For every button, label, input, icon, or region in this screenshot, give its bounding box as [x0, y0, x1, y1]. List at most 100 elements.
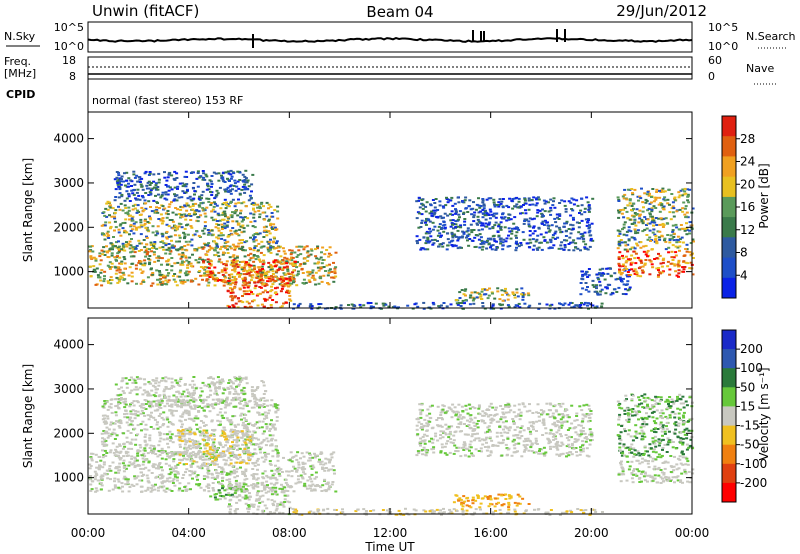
heat-cell [559, 231, 563, 234]
heat-cell [551, 204, 555, 207]
heat-cell [140, 429, 143, 432]
heat-cell [255, 402, 259, 405]
heat-cell [132, 248, 136, 251]
heat-cell [220, 398, 224, 401]
heat-cell [527, 223, 531, 226]
heat-cell [586, 218, 590, 220]
heat-cell [198, 205, 202, 208]
heat-cell [233, 472, 237, 475]
heat-cell [242, 286, 246, 289]
heat-cell [288, 298, 292, 301]
heat-cell [251, 201, 255, 204]
heat-cell [122, 467, 126, 470]
heat-cell [243, 183, 247, 186]
heat-cell [295, 256, 299, 258]
heat-cell [551, 236, 555, 239]
heat-cell [194, 259, 198, 262]
heat-cell [207, 284, 210, 287]
heat-cell [149, 193, 153, 196]
heat-cell [232, 259, 236, 261]
heat-cell [276, 470, 280, 473]
heat-cell [264, 225, 268, 228]
heat-cell [515, 288, 519, 291]
heat-cell [107, 405, 111, 408]
heat-cell [141, 188, 145, 191]
heat-cell [251, 468, 255, 470]
heat-cell [456, 239, 460, 242]
heat-cell [195, 404, 199, 407]
heat-cell [164, 244, 168, 247]
heat-cell [150, 247, 154, 249]
heat-cell [165, 260, 169, 263]
heat-cell [681, 207, 685, 210]
heat-cell [125, 190, 129, 193]
heat-cell [541, 213, 544, 216]
heat-cell [188, 383, 192, 386]
heat-cell [179, 279, 183, 282]
heat-cell [148, 439, 152, 442]
heat-cell [220, 279, 224, 282]
heat-cell [165, 223, 169, 226]
heat-cell [549, 198, 553, 201]
heat-cell [158, 463, 161, 466]
heat-cell [242, 273, 246, 276]
heat-cell [202, 232, 206, 235]
heat-cell [655, 267, 659, 270]
heat-cell [622, 226, 626, 229]
heat-cell [432, 242, 436, 245]
heat-cell [604, 292, 608, 295]
heat-cell [143, 262, 147, 265]
heat-cell [493, 205, 497, 208]
heat-cell [238, 239, 242, 242]
heat-cell [249, 257, 253, 260]
freq-tick-top: 18 [62, 54, 76, 67]
heat-cell [168, 399, 172, 402]
heat-cell [250, 435, 254, 438]
heat-cell [656, 230, 660, 233]
heat-cell [460, 289, 464, 291]
heat-cell [171, 480, 175, 482]
heat-cell [569, 301, 572, 304]
heat-cell [473, 291, 477, 294]
heat-cell [560, 199, 564, 202]
heat-cell [306, 255, 310, 258]
heat-cell [369, 305, 373, 308]
heat-cell [242, 227, 246, 230]
heat-cell [177, 196, 181, 199]
heat-cell [201, 247, 205, 250]
heat-cell [280, 284, 284, 287]
heat-cell [290, 475, 294, 478]
heat-cell [445, 248, 449, 251]
heat-cell [267, 270, 271, 273]
heat-cell [144, 192, 148, 194]
heat-cell [141, 264, 145, 267]
heat-cell [136, 410, 140, 413]
heat-cell [448, 199, 452, 202]
heat-cell [308, 453, 312, 456]
heat-cell [238, 247, 242, 250]
heat-cell [128, 266, 132, 269]
heat-cell [572, 239, 576, 242]
heat-cell [223, 212, 227, 215]
heat-cell [655, 240, 659, 243]
heat-cell [149, 206, 152, 208]
heat-cell [632, 215, 636, 218]
heat-cell [459, 226, 463, 229]
heat-cell [565, 222, 568, 225]
heat-cell [170, 490, 174, 492]
heat-cell [525, 242, 529, 245]
heat-cell [587, 208, 591, 211]
heat-cell [290, 282, 294, 285]
heat-cell [203, 272, 207, 275]
heat-cell [286, 268, 290, 271]
heat-cell [519, 244, 523, 247]
heat-cell [234, 229, 238, 232]
heat-cell [168, 464, 171, 467]
heat-cell [259, 275, 263, 278]
heat-cell [210, 216, 214, 219]
heat-cell [170, 381, 174, 384]
heat-cell [539, 233, 543, 236]
heat-cell [516, 295, 520, 298]
heat-cell [268, 430, 272, 432]
heat-cell [186, 264, 190, 267]
